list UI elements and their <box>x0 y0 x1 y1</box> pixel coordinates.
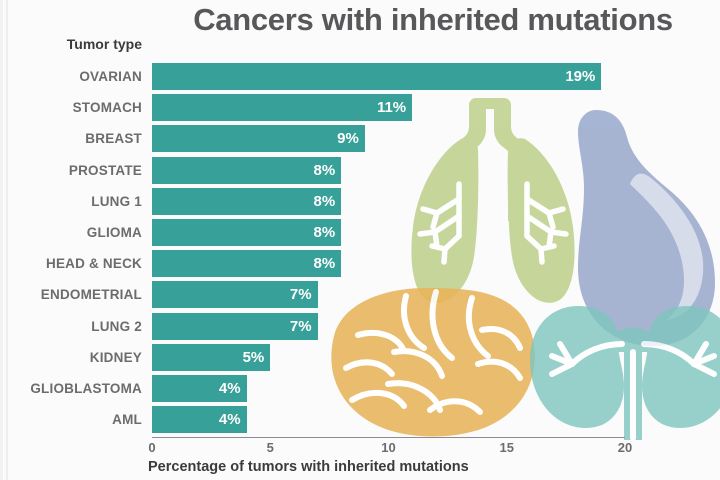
category-axis-header: Tumor type <box>66 36 142 52</box>
bar-category-label: AML <box>112 412 142 428</box>
bar: 11% <box>152 94 413 122</box>
bar-value-label: 7% <box>289 286 312 304</box>
bar: 7% <box>152 281 318 309</box>
bar-category-label: OVARIAN <box>79 69 142 84</box>
bar: 7% <box>152 312 318 340</box>
bar-category-label: LUNG 1 <box>91 193 142 209</box>
bar: 9% <box>152 125 365 153</box>
bar-category-label: STOMACH <box>72 100 142 116</box>
bar-value-label: 8% <box>313 161 336 179</box>
bar-value-label: 4% <box>218 411 241 429</box>
bar-category-label: LUNG 2 <box>91 318 142 334</box>
x-axis-tick-label: 10 <box>381 440 396 455</box>
bar-row: OVARIAN 19% <box>0 63 720 90</box>
x-axis-line <box>152 437 625 438</box>
x-axis-tick-label: 5 <box>266 440 274 455</box>
bar-category-label: GLIOMA <box>86 225 142 240</box>
bar-value-label: 8% <box>313 192 336 210</box>
bar-row: LUNG 1 8% <box>0 187 720 215</box>
bar-value-label: 11% <box>376 99 407 117</box>
x-axis-tick-label: 15 <box>499 440 514 455</box>
x-axis-tick-label: 20 <box>617 440 633 455</box>
x-axis-title: Percentage of tumors with inherited muta… <box>148 459 469 475</box>
bar: 8% <box>152 219 342 246</box>
bar-category-label: ENDOMETRIAL <box>40 287 142 303</box>
bar: 8% <box>152 250 342 278</box>
bar-value-label: 8% <box>313 255 336 273</box>
x-axis-tick-label: 0 <box>148 440 156 455</box>
bar-row: GLIOBLASTOMA 4% <box>0 375 720 402</box>
bar-row: ENDOMETRIAL 7% <box>0 281 720 309</box>
bar-row: LUNG 2 7% <box>0 312 720 340</box>
bar-row: PROSTATE 8% <box>0 156 720 184</box>
bar-row: BREAST 9% <box>0 125 720 153</box>
bar-value-label: 7% <box>289 317 312 335</box>
bar-value-label: 4% <box>218 380 241 397</box>
bar-category-label: PROSTATE <box>68 162 142 178</box>
bar: 8% <box>152 156 342 184</box>
bar: 8% <box>152 187 342 215</box>
bar-row: GLIOMA 8% <box>0 219 720 246</box>
bar-row: HEAD & NECK 8% <box>0 250 720 278</box>
bar: 4% <box>152 406 247 434</box>
bar-value-label: 8% <box>313 224 336 241</box>
bar-category-label: GLIOBLASTOMA <box>30 381 142 396</box>
bar-row: AML 4% <box>0 406 720 434</box>
bar-row: KIDNEY 5% <box>0 343 720 371</box>
bar-category-label: HEAD & NECK <box>46 256 142 272</box>
bar: 19% <box>152 63 602 90</box>
bar-value-label: 5% <box>242 348 265 366</box>
bar-category-label: KIDNEY <box>89 349 142 365</box>
bar-category-label: BREAST <box>85 131 142 147</box>
bar-value-label: 9% <box>337 130 359 148</box>
bar-row: STOMACH 11% <box>0 94 720 122</box>
chart-title: Cancers with inherited mutations <box>193 2 673 37</box>
bar-value-label: 19% <box>565 68 596 85</box>
bar: 4% <box>152 375 247 402</box>
bar: 5% <box>152 343 271 371</box>
left-gutter-rules <box>0 0 12 480</box>
